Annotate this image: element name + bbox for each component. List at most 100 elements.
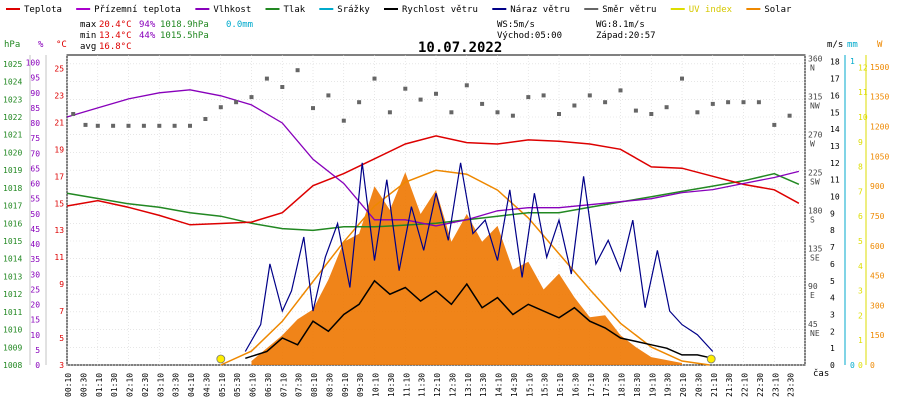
tick-label-ms: 9 — [830, 209, 835, 218]
tick-label-deg: 135 — [808, 244, 823, 253]
tick-label-wm2: 300 — [870, 301, 885, 310]
tick-label-pct: 75 — [30, 134, 40, 143]
stats-ws: WS:5m/s — [497, 20, 535, 30]
wind-direction-point — [695, 110, 700, 115]
x-tick-label: 18:10 — [618, 373, 627, 397]
wind-direction-point — [726, 100, 731, 105]
wind-direction-point — [587, 93, 592, 98]
tick-label-wm2: 450 — [870, 272, 885, 281]
stats-min-temp: 13.4°C — [99, 31, 132, 41]
stats-max-label: max — [80, 20, 97, 30]
x-tick-label: 22:30 — [756, 373, 765, 397]
wind-direction-point — [603, 100, 608, 105]
stats-max-press: 1018.9hPa — [160, 20, 209, 30]
tick-label-degc: 13 — [54, 226, 64, 235]
tick-label-deg: 90 — [808, 282, 818, 291]
tick-label-deg: 45 — [808, 320, 818, 329]
wind-gust-line — [244, 162, 714, 352]
tick-label-dir: NW — [810, 102, 820, 111]
wind-direction-point — [357, 100, 362, 105]
x-tick-label: 03:10 — [156, 373, 165, 397]
tick-label-uv: 7 — [858, 187, 863, 196]
x-tick-label: 17:30 — [602, 373, 611, 397]
legend: Teplota Přízemní teplota Vlhkost Tlak Srážky… — [6, 5, 792, 15]
tick-label-wm2: 1500 — [870, 63, 889, 72]
tick-label-uv: 2 — [858, 311, 863, 320]
wind-direction-point — [787, 113, 792, 118]
wind-direction-point — [618, 88, 623, 93]
legend-label-1: Přízemní teplota — [94, 5, 181, 15]
x-tick-label: 20:30 — [694, 373, 703, 397]
tick-label-ms: 12 — [830, 159, 840, 168]
tick-label-uv: 9 — [858, 138, 863, 147]
tick-label-deg: 270 — [808, 131, 823, 140]
wind-direction-point — [495, 110, 500, 115]
x-tick-label: 23:30 — [787, 373, 796, 397]
tick-label-ms: 11 — [830, 176, 840, 185]
wind-direction-point — [311, 106, 315, 111]
tick-label-ms: 3 — [830, 310, 835, 319]
stats-min-label: min — [80, 31, 96, 41]
tick-label-pct: 95 — [30, 74, 40, 83]
tick-label-degc: 9 — [59, 280, 64, 289]
x-tick-label: 19:10 — [648, 373, 657, 397]
tick-label-pct: 40 — [30, 240, 40, 249]
tick-label-uv: 12 — [858, 63, 868, 72]
wind-direction-point — [572, 103, 577, 108]
x-tick-label: 09:30 — [356, 373, 365, 397]
wind-direction-point — [218, 105, 223, 110]
axis-title-wm2: W — [877, 40, 883, 50]
wind-direction-point — [557, 112, 561, 116]
humidity-line — [66, 89, 800, 227]
solar-theoretical-line — [220, 169, 710, 366]
tick-label-uv: 10 — [858, 113, 868, 122]
tick-label-degc: 7 — [59, 307, 64, 316]
x-tick-label: 11:30 — [418, 373, 427, 397]
axis-title-hpa: hPa — [4, 40, 20, 50]
wind-direction-point — [449, 110, 454, 115]
tick-label-wm2: 0 — [870, 361, 875, 370]
tick-label-ms: 2 — [830, 327, 835, 336]
tick-label-wm2: 900 — [870, 182, 885, 191]
x-tick-label: 13:10 — [464, 373, 473, 397]
tick-label-dir: E — [810, 291, 815, 300]
tick-label-deg: 180 — [808, 206, 823, 215]
wind-direction-point — [664, 105, 669, 110]
legend-label-0: Teplota — [24, 5, 62, 15]
tick-label-ms: 18 — [830, 58, 840, 67]
tick-label-wm2: 1350 — [870, 93, 889, 102]
tick-label-uv: 11 — [858, 88, 868, 97]
tick-label-wm2: 150 — [870, 331, 885, 340]
x-tick-label: 00:30 — [79, 373, 88, 397]
tick-label-wm2: 750 — [870, 212, 885, 221]
x-tick-label: 12:30 — [448, 373, 457, 397]
wind-direction-point — [172, 123, 177, 128]
sunrise-marker — [216, 354, 226, 364]
axis-title-ms: m/s — [827, 40, 843, 50]
legend-label-2: Vlhkost — [213, 5, 251, 15]
stats-max-hum: 94% — [139, 20, 156, 30]
tick-label-degc: 17 — [54, 172, 64, 181]
tick-label-uv: 1 — [858, 336, 863, 345]
wind-direction-point — [649, 112, 654, 116]
tick-label-pct: 90 — [30, 89, 40, 98]
tick-label-hpa: 1017 — [3, 202, 22, 211]
stats-max-temp: 20.4°C — [99, 20, 132, 30]
x-tick-label: 16:10 — [556, 373, 565, 397]
wind-direction-point — [510, 113, 515, 118]
wind-direction-point — [157, 123, 162, 128]
tick-label-pct: 55 — [30, 195, 40, 204]
x-axis-label: čas — [813, 368, 829, 379]
wind-direction-point — [418, 97, 423, 102]
tick-label-mm: 1 — [850, 57, 855, 66]
tick-label-ms: 10 — [830, 193, 840, 202]
tick-label-pct: 20 — [30, 301, 40, 310]
legend-label-3: Tlak — [284, 5, 306, 15]
x-tick-label: 12:10 — [433, 373, 442, 397]
solar-measured-area — [251, 172, 682, 365]
pressure-line — [66, 172, 800, 232]
wind-direction-point — [372, 76, 377, 81]
tick-label-hpa: 1014 — [3, 255, 22, 264]
